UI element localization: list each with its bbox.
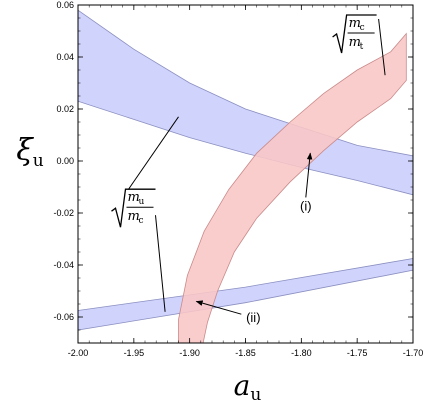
x-tick-label: -1.75 xyxy=(347,348,368,358)
y-tick-label: 0.06 xyxy=(56,0,74,10)
sqrt-mu-mc-label-denominator-sub: c xyxy=(139,216,144,226)
y-axis-label-main: ξ xyxy=(16,133,34,168)
sqrt-mc-mt-pointer xyxy=(378,18,386,76)
point-i-label: (i) xyxy=(300,198,312,213)
x-axis-label: au xyxy=(234,369,262,405)
x-ticks: -2.00 -1.95 -1.90 -1.85 -1.80 -1.75 -1.70 xyxy=(68,5,424,358)
bands-layer xyxy=(77,9,414,344)
red-band-2 xyxy=(178,32,407,344)
y-tick-label: -0.02 xyxy=(53,208,74,218)
point-i-arrow xyxy=(305,152,313,198)
sqrt-mu-mc-pointer xyxy=(155,215,166,312)
x-axis-label-main: a xyxy=(234,369,251,402)
y-tick-label: 0.02 xyxy=(56,104,74,114)
x-tick-label: -1.70 xyxy=(403,348,424,358)
sqrt-mc-mt-label-numerator-sub: c xyxy=(360,23,365,33)
x-tick-label: -1.85 xyxy=(235,348,256,358)
y-tick-label: -0.06 xyxy=(53,312,74,322)
x-tick-label: -1.90 xyxy=(179,348,200,358)
sqrt-mc-mt-label-numerator: m xyxy=(349,16,361,31)
sqrt-mu-mc-label-numerator-sub: u xyxy=(139,197,145,207)
blue-upper-pointer xyxy=(127,116,179,190)
x-axis-label-sub: u xyxy=(250,385,261,405)
point-ii-label: (ii) xyxy=(246,310,260,325)
sqrt-mc-mt-label-radical xyxy=(332,14,377,54)
sqrt-mu-mc-label-denominator: m xyxy=(128,209,140,224)
sqrt-mc-mt-label-denominator: m xyxy=(349,35,361,50)
y-axis-label-sub: u xyxy=(33,151,44,171)
x-tick-label: -1.80 xyxy=(291,348,312,358)
y-ticks: 0.06 0.04 0.02 0.00 -0.02 -0.04 -0.06 xyxy=(53,0,413,344)
y-axis-label: ξu xyxy=(16,133,44,171)
y-tick-label: 0.04 xyxy=(56,52,74,62)
y-tick-label: -0.04 xyxy=(53,260,74,270)
y-tick-label: 0.00 xyxy=(56,156,74,166)
x-tick-label: -1.95 xyxy=(124,348,145,358)
sqrt-mc-mt-label-denominator-sub: t xyxy=(360,42,364,52)
x-tick-label: -2.00 xyxy=(68,348,89,358)
sqrt-mu-mc-label-numerator: m xyxy=(128,190,140,205)
sqrt-mu-mc-label-radical xyxy=(111,188,156,228)
point-ii-arrow xyxy=(195,300,242,315)
